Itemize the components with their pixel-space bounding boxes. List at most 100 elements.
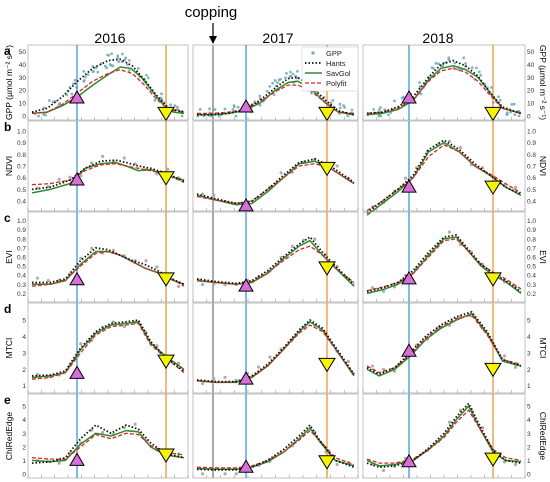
data-point bbox=[43, 106, 46, 110]
data-point bbox=[180, 114, 184, 118]
eos-marker bbox=[157, 354, 175, 370]
y-tick-label: 0.2 bbox=[17, 291, 26, 298]
y-tick-label: 0.7 bbox=[527, 245, 536, 252]
savgol-line bbox=[366, 236, 522, 295]
panel-1-2018: 0.4 0.5 0.6 0.7 0.8 0.9 1.0 bbox=[362, 120, 536, 216]
y-tick-label: 5 bbox=[22, 404, 26, 411]
y-axis-label-right: MTCI bbox=[538, 338, 548, 359]
y-axis-label-right: NDVI bbox=[538, 156, 548, 176]
panel-letter: c bbox=[4, 211, 11, 225]
data-point bbox=[173, 104, 177, 108]
data-point bbox=[441, 64, 445, 68]
data-point bbox=[419, 92, 423, 96]
y-tick-label: 2 bbox=[22, 444, 26, 451]
y-tick-label: 0.5 bbox=[17, 187, 26, 194]
y-tick-label: 20 bbox=[19, 88, 27, 95]
data-point bbox=[79, 174, 83, 178]
data-point bbox=[513, 185, 518, 189]
data-point bbox=[479, 73, 483, 77]
data-point bbox=[234, 114, 238, 118]
sos-marker bbox=[69, 89, 85, 104]
y-tick-label: 50 bbox=[527, 49, 535, 56]
data-point bbox=[447, 420, 452, 424]
y-tick-label: 40 bbox=[527, 62, 535, 69]
y-tick-label: 0 bbox=[22, 472, 26, 479]
data-point bbox=[120, 52, 124, 56]
eos-marker bbox=[157, 448, 175, 463]
data-point bbox=[213, 108, 217, 111]
y-tick-label: 3 bbox=[527, 431, 531, 438]
savgol-line bbox=[31, 429, 185, 463]
data-point bbox=[126, 63, 129, 67]
data-point bbox=[505, 111, 509, 115]
polyfit-line bbox=[196, 324, 355, 384]
y-tick-label: 10 bbox=[19, 101, 27, 108]
polyfit-line bbox=[196, 429, 355, 469]
data-point bbox=[517, 114, 521, 118]
data-point bbox=[68, 175, 72, 179]
data-point bbox=[346, 114, 350, 118]
data-point bbox=[470, 66, 474, 70]
y-axis-label-left: NDVI bbox=[4, 156, 14, 176]
panel-frame bbox=[27, 120, 189, 212]
data-point bbox=[116, 56, 120, 60]
data-point bbox=[92, 70, 95, 73]
y-tick-label: 0.4 bbox=[527, 273, 536, 280]
panel-3-2016: 1 2 3 4 5 bbox=[22, 302, 189, 394]
y-tick-label: 0.7 bbox=[17, 164, 26, 171]
data-point bbox=[379, 106, 382, 109]
y-tick-label: 5 bbox=[527, 318, 531, 325]
data-point bbox=[285, 71, 288, 75]
data-point bbox=[331, 98, 335, 102]
polyfit-line bbox=[31, 250, 185, 287]
y-tick-label: 3 bbox=[527, 350, 531, 357]
y-tick-label: 0.4 bbox=[17, 273, 26, 280]
sos-marker bbox=[69, 452, 85, 466]
y-tick-label: 0.9 bbox=[527, 140, 536, 147]
y-axis-label-right: EVI bbox=[538, 250, 548, 264]
sos-marker bbox=[401, 89, 417, 104]
data-point bbox=[223, 107, 227, 111]
sos-marker bbox=[238, 371, 254, 385]
data-point bbox=[217, 114, 221, 118]
y-tick-label: 0.8 bbox=[17, 152, 26, 159]
copping-label: copping bbox=[185, 4, 238, 21]
sos-marker bbox=[401, 179, 417, 193]
sos-marker bbox=[401, 343, 417, 357]
y-axis-label-left: GPP (µmol m⁻² s⁻¹) bbox=[4, 45, 14, 120]
data-point bbox=[35, 276, 40, 280]
hants-line bbox=[31, 319, 185, 377]
y-tick-label: 4 bbox=[22, 417, 26, 424]
sos-marker bbox=[69, 365, 85, 379]
data-point bbox=[279, 171, 283, 175]
hants-line bbox=[31, 58, 185, 113]
sos-marker bbox=[238, 278, 254, 292]
data-point bbox=[117, 60, 121, 64]
y-tick-label: 5 bbox=[22, 318, 26, 325]
data-point bbox=[346, 359, 350, 364]
y-axis-label-left: EVI bbox=[4, 250, 14, 264]
panel-frame bbox=[192, 211, 359, 303]
sos-marker bbox=[69, 172, 85, 186]
panel-4-2016: 0 1 2 3 4 5 bbox=[22, 393, 189, 479]
eos-marker bbox=[484, 180, 502, 196]
y-tick-label: 1.0 bbox=[527, 128, 536, 135]
polyfit-line bbox=[197, 84, 355, 115]
data-point bbox=[79, 342, 83, 346]
panel-letter: e bbox=[4, 393, 11, 407]
y-tick-label: 0.8 bbox=[527, 152, 536, 159]
data-point bbox=[477, 70, 481, 74]
y-tick-label: 4 bbox=[527, 334, 531, 341]
year-title-2017: 2017 bbox=[262, 30, 293, 46]
data-point bbox=[490, 86, 493, 89]
panel-frame bbox=[192, 302, 359, 394]
data-point bbox=[145, 73, 148, 77]
data-point bbox=[127, 69, 131, 72]
data-point bbox=[82, 79, 86, 83]
data-point bbox=[272, 93, 276, 97]
eos-marker bbox=[484, 452, 502, 468]
data-point bbox=[155, 344, 159, 348]
legend-label: GPP bbox=[326, 49, 342, 58]
